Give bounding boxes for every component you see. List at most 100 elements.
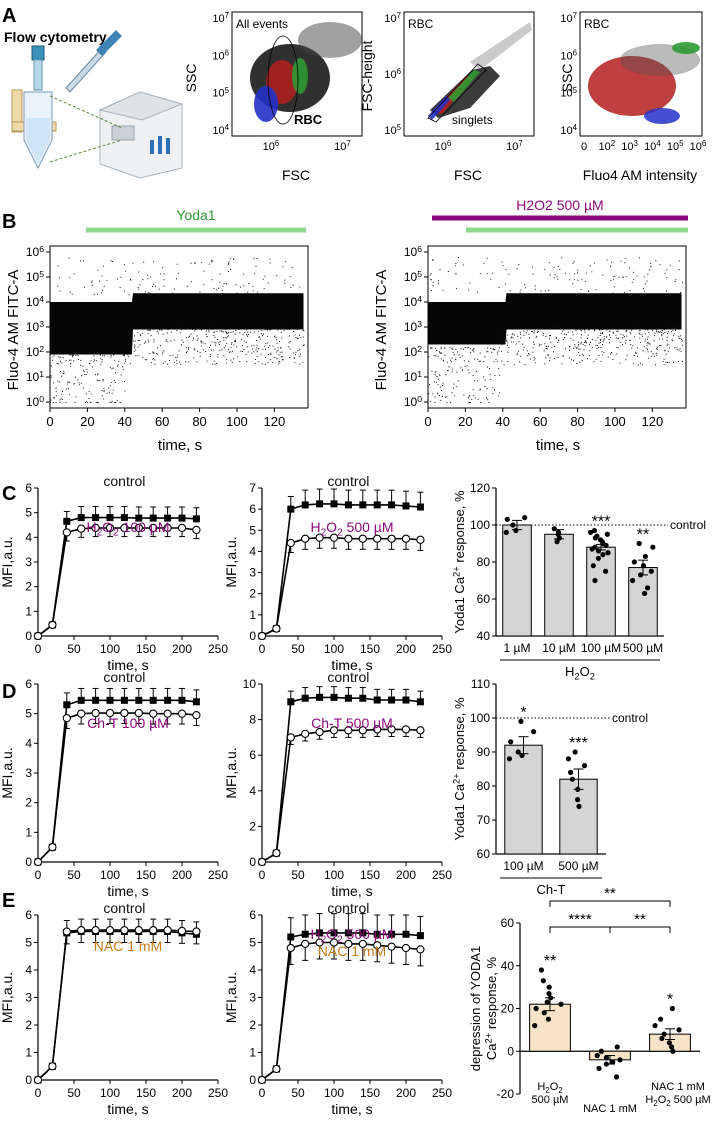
text-span: Ca [452,783,467,800]
data-point [287,933,295,941]
data-point [77,524,86,533]
data-point [531,729,537,735]
x-axis-label: time, s [331,657,372,673]
annotation-control: control [327,669,369,685]
y-tick-label: 4 [249,963,256,977]
text-span: Ch-T 100 µM [87,715,169,731]
y-axis-label: MFI,a.u. [0,972,15,1023]
y-tick-label: 7 [249,481,256,495]
y-tick-label: 10 [243,677,257,691]
text-span: 10 [212,50,224,62]
annotation-control: control [103,473,145,489]
y-tick-label: 104 [26,294,44,309]
text-span: H [565,664,574,679]
text-span: 10 [404,295,418,309]
y-tick-label: 105 [404,269,422,284]
signal-band-left [50,293,304,355]
y-tick-label: 5 [25,707,32,721]
data-point [581,763,588,769]
x-tick-label: 103 [621,139,638,153]
data-point [163,523,172,533]
x-tick-label: 100 [324,868,344,882]
outlier-events-right [428,257,683,403]
annotation-treatment: H2O2 500 µM [310,519,393,539]
data-point [594,1052,600,1059]
data-point [506,756,513,762]
data-point [344,534,353,543]
x-tick-label: 80 [570,414,584,429]
text-span: Yoda1 [452,801,467,841]
significance-mark: ** [637,527,649,544]
data-point [134,708,143,718]
text-span: 7 [573,11,577,20]
y-tick-label: 80 [477,779,491,793]
y-tick-label: 20 [501,1002,515,1016]
series-square [258,913,424,1084]
text-span: 500 µM [343,926,394,942]
data-point [192,525,201,535]
text-span: 7 [518,139,522,148]
data-point [644,585,651,591]
y-tick-label: 6 [25,481,32,495]
data-point [164,514,172,522]
data-point [614,1044,620,1050]
x-tick-label: 0 [581,141,587,153]
event-cloud [588,42,700,124]
annotation-treatment: H2O2 100 µM [86,519,169,539]
chart-D3: 60 70 80 90 100 110 control Yoda1 Ca2+ response… [451,677,648,897]
data-point [177,523,187,533]
data-point [603,1061,609,1067]
group-label: H2O2 [565,664,595,681]
y-tick-label: 3 [249,566,256,580]
y-tick-label: 1 [25,825,32,839]
y-tick-label: 0 [25,629,32,643]
text-span: 6 [39,244,44,254]
y-tick-label: 4 [25,963,32,977]
text-span: H [310,926,320,942]
data-point [286,943,295,953]
category-label: 500 µM [532,1094,569,1106]
data-point [631,559,637,565]
data-point [272,848,281,858]
data-point [503,529,509,536]
y-axis-label: Ca2+ response, % [483,956,499,1060]
panel-b-right: H2O2 500 µM time, s Fluo-4 AM FITC-A [373,197,688,454]
data-point [149,514,157,522]
data-point [522,515,528,521]
data-point [587,529,594,536]
y-tick-label: 5 [249,936,256,950]
text-span: 6 [702,139,707,148]
significance-mark: * [520,704,526,721]
data-point [330,929,338,937]
y-tick-label: 1 [249,608,256,622]
data-point [401,534,411,543]
chart-E3: -20 0 20 40 60 depression of YODA1 Ca2+ respon… [468,885,711,1115]
text-span: 5 [417,269,422,279]
data-point [538,967,544,973]
data-point [163,709,172,718]
y-tick-label: 100 [404,394,422,409]
text-span: 500 µM [671,1094,711,1106]
x-axis-label: FSC [282,167,310,183]
y-tick-label: 0 [249,855,256,869]
text-span: 2 [337,935,343,946]
x-tick-label: 0 [35,1086,42,1100]
comparison-bracket [609,926,671,933]
y-tick-label: 105 [26,269,44,284]
category-label: 100 µM [581,641,621,655]
y-tick-label: 105 [212,86,229,100]
text-span: 10 [263,141,275,153]
data-point [62,927,71,936]
y-tick-label: 6 [25,677,32,691]
x-tick-label: 50 [291,868,305,882]
text-span: O [326,519,337,535]
y-axis-label: MFI,a.u. [223,536,239,587]
data-point [629,577,636,584]
data-point [62,713,71,723]
data-point [518,718,524,725]
x-tick-label: 100 [100,868,120,882]
annotation-control: control [103,669,145,685]
y-tick-label: 5 [25,936,32,950]
data-point [373,501,381,509]
